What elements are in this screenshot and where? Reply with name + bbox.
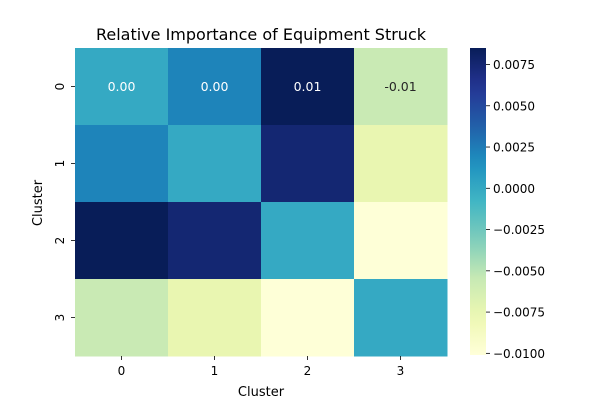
colorbar-tick-label: 0.0050 xyxy=(493,99,535,113)
cell-annotation-r0-c2: 0.01 xyxy=(294,79,322,94)
heatmap-cell-r2-c1 xyxy=(168,202,262,280)
y-axis-ticks: 0 1 2 3 xyxy=(53,83,75,322)
x-axis-label: Cluster xyxy=(238,385,285,400)
heatmap-cell-r1-c1 xyxy=(168,125,262,203)
x-tick-label: 0 xyxy=(118,364,126,378)
colorbar: 0.0075 0.0050 0.0025 0.0000 −0.0025 −0.0050 −0… xyxy=(470,48,545,361)
x-tick-label: 2 xyxy=(304,364,312,378)
heatmap-cell-r0-c1 xyxy=(168,48,262,126)
heatmap-cells xyxy=(75,48,448,357)
heatmap-cell-r3-c3 xyxy=(354,279,448,357)
heatmap-cell-r3-c0 xyxy=(75,279,169,357)
y-tick-label: 3 xyxy=(53,314,67,322)
heatmap-cell-r1-c3 xyxy=(354,125,448,203)
colorbar-tick-label: −0.0075 xyxy=(493,306,545,320)
heatmap-cell-r1-c2 xyxy=(261,125,355,203)
cell-annotation-r0-c3: -0.01 xyxy=(384,79,416,94)
heatmap-cell-r0-c2 xyxy=(261,48,355,126)
colorbar-tick-label: −0.0100 xyxy=(493,347,545,361)
cell-annotation-r0-c0: 0.00 xyxy=(108,79,136,94)
x-tick-label: 3 xyxy=(397,364,405,378)
heatmap-cell-r3-c2 xyxy=(261,279,355,357)
heatmap-cell-r2-c0 xyxy=(75,202,169,280)
heatmap-cell-r1-c0 xyxy=(75,125,169,203)
colorbar-tick-label: −0.0025 xyxy=(493,223,545,237)
heatmap-cell-r3-c1 xyxy=(168,279,262,357)
colorbar-tick-label: 0.0025 xyxy=(493,141,535,155)
cell-annotation-r0-c1: 0.00 xyxy=(201,79,229,94)
heatmap-cell-labels: 0.00 0.00 0.01 -0.01 xyxy=(108,79,417,94)
y-tick-label: 1 xyxy=(53,160,67,168)
colorbar-tick-label: −0.0050 xyxy=(493,264,545,278)
chart-title: Relative Importance of Equipment Struck xyxy=(96,25,427,44)
x-axis-ticks: 0 1 2 3 xyxy=(118,356,405,378)
colorbar-gradient xyxy=(470,48,486,355)
heatmap-cell-r2-c2 xyxy=(261,202,355,280)
x-tick-label: 1 xyxy=(211,364,219,378)
y-axis-label: Cluster xyxy=(31,179,46,226)
heatmap-cell-r0-c0 xyxy=(75,48,169,126)
y-tick-label: 2 xyxy=(53,237,67,245)
heatmap-cell-r0-c3 xyxy=(354,48,448,126)
colorbar-tick-label: 0.0075 xyxy=(493,58,535,72)
heatmap-cell-r2-c3 xyxy=(354,202,448,280)
colorbar-tick-label: 0.0000 xyxy=(493,182,535,196)
y-tick-label: 0 xyxy=(53,83,67,91)
